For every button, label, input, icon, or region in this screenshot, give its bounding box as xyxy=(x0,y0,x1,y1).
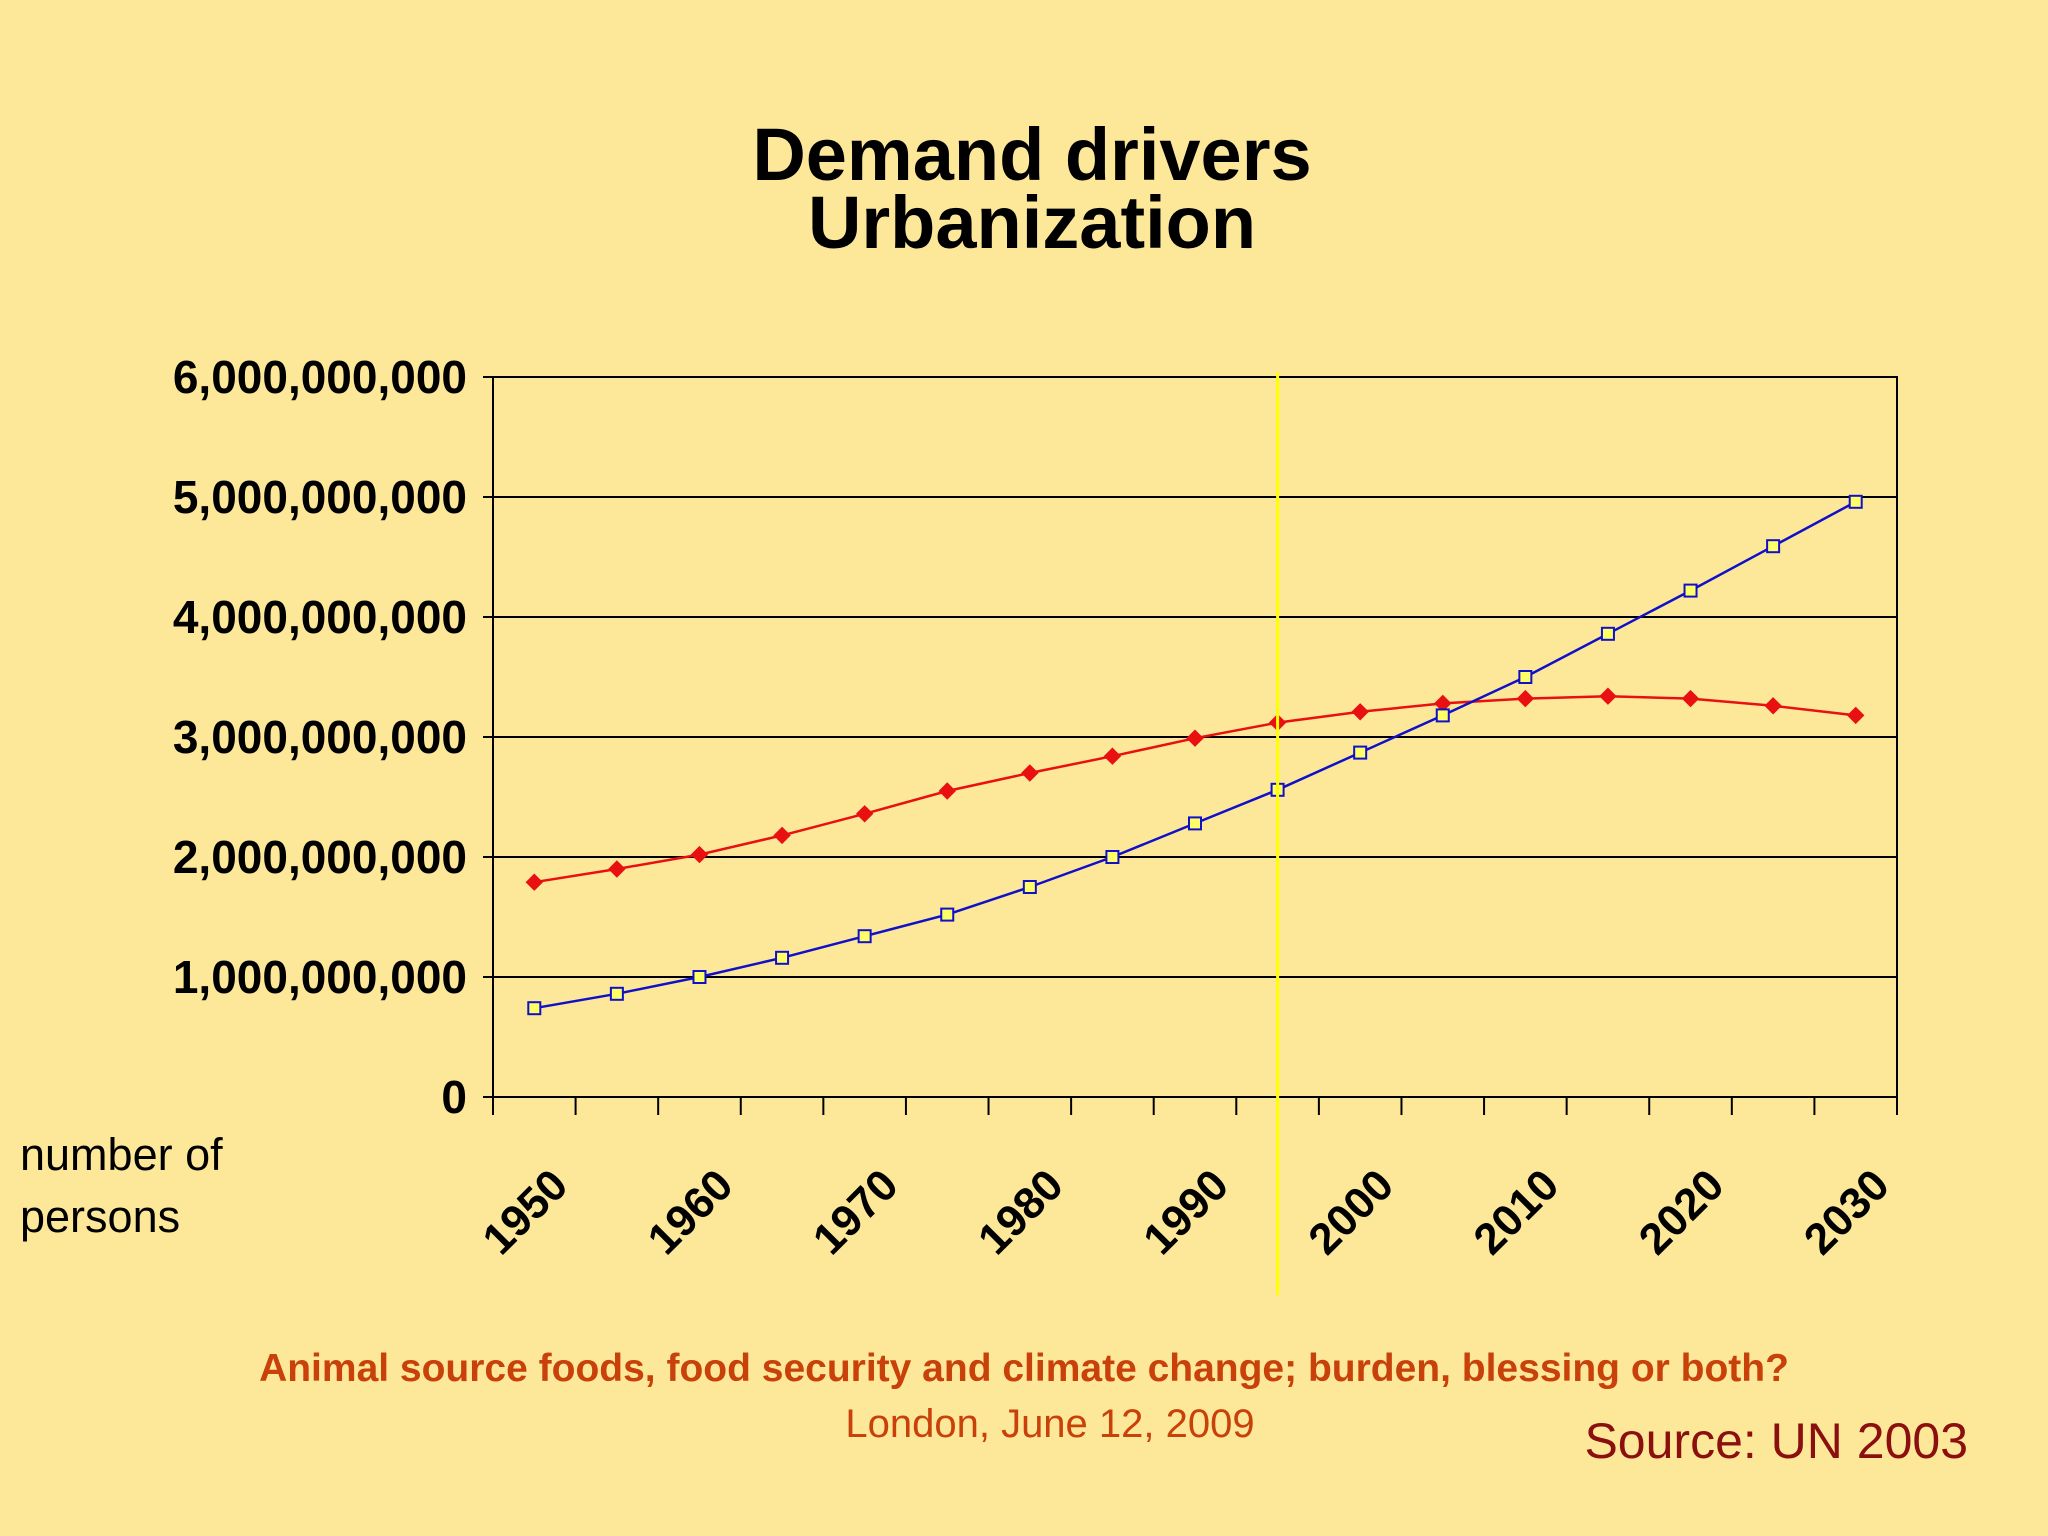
data-point xyxy=(940,907,955,922)
data-point xyxy=(938,782,956,800)
x-tick-label: 2030 xyxy=(1795,1160,1899,1264)
data-point xyxy=(1435,708,1450,723)
data-point xyxy=(1351,703,1369,721)
x-tick-label: 2020 xyxy=(1630,1160,1734,1264)
footer-title: Animal source foods, food security and c… xyxy=(259,1347,1789,1390)
slide-title: Demand drivers xyxy=(752,113,1312,196)
data-point xyxy=(1516,689,1535,708)
x-tick-label: 1980 xyxy=(969,1160,1073,1264)
data-point xyxy=(773,826,791,845)
y-tick-label: 5,000,000,000 xyxy=(173,471,467,523)
data-point xyxy=(1103,747,1122,765)
data-point xyxy=(527,1001,542,1016)
data-point xyxy=(525,873,544,891)
x-tick-label: 2010 xyxy=(1464,1160,1568,1264)
y-axis-label: number of persons xyxy=(20,1129,223,1242)
data-point xyxy=(1021,764,1039,782)
data-point xyxy=(1600,626,1615,641)
data-point xyxy=(1188,816,1202,831)
data-point xyxy=(1681,689,1700,708)
x-tick-label: 1990 xyxy=(1134,1160,1238,1264)
y-tick-label: 2,000,000,000 xyxy=(173,831,467,883)
x-tick-label: 1970 xyxy=(804,1160,908,1264)
data-point xyxy=(609,986,624,1001)
data-point xyxy=(855,805,874,823)
x-tick-label: 2000 xyxy=(1299,1160,1403,1264)
data-point xyxy=(1848,494,1863,509)
x-tick-label: 1950 xyxy=(473,1160,577,1264)
x-tick-label: 1960 xyxy=(639,1160,743,1264)
data-point xyxy=(1766,539,1781,554)
y-tick-label: 3,000,000,000 xyxy=(173,711,467,763)
data-point xyxy=(1683,583,1698,598)
data-point xyxy=(775,950,790,965)
data-point xyxy=(1846,706,1865,725)
slide-subtitle: Urbanization xyxy=(807,181,1257,264)
y-tick-label: 6,000,000,000 xyxy=(173,351,467,403)
data-point xyxy=(608,860,626,878)
source-note: Source: UN 2003 xyxy=(1584,1413,1968,1469)
data-point xyxy=(692,970,707,984)
data-point xyxy=(690,845,709,864)
data-point xyxy=(1518,670,1533,684)
footer-date: London, June 12, 2009 xyxy=(845,1402,1255,1446)
data-point xyxy=(1599,687,1617,705)
data-point xyxy=(1186,729,1204,747)
data-point xyxy=(1353,745,1368,760)
data-point xyxy=(1105,850,1120,864)
y-tick-label: 0 xyxy=(441,1071,467,1123)
data-point xyxy=(857,929,872,944)
y-tick-label: 1,000,000,000 xyxy=(173,951,467,1003)
data-point xyxy=(1022,880,1037,894)
data-point xyxy=(1764,697,1782,715)
y-tick-label: 4,000,000,000 xyxy=(173,591,467,643)
